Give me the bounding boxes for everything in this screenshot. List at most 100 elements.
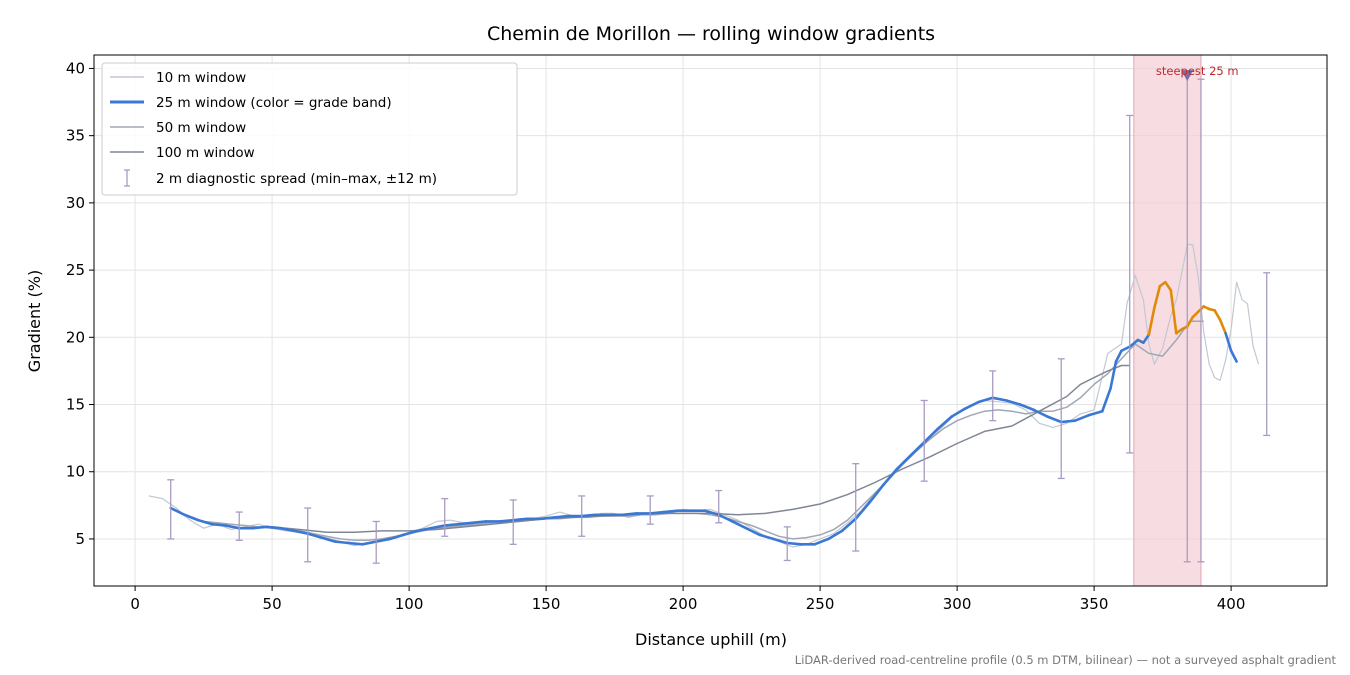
series-25m-segment (881, 467, 899, 487)
series-25m-segment (854, 501, 871, 521)
spread-bar (235, 511, 243, 541)
series-25m-segment (1164, 280, 1173, 292)
series-25m-segment (402, 529, 419, 537)
series-25m-segment (361, 540, 378, 546)
legend-label-10m: 10 m window (156, 70, 246, 86)
spread-bar (441, 497, 449, 537)
series-25m-segment (1120, 345, 1132, 353)
series-25m-segment (703, 509, 721, 517)
series-25m-segment (1153, 284, 1162, 310)
series-25m-segment (1101, 387, 1112, 413)
series-25m-segment (580, 513, 597, 518)
series-25m-segment (1224, 331, 1233, 353)
spread-bar (578, 495, 586, 537)
legend-box (101, 62, 518, 196)
series-25m-segment (744, 526, 762, 537)
series-25m-segment (1005, 399, 1022, 406)
series-25m-segment (813, 537, 830, 546)
legend-label-25m: 25 m window (color = grade band) (156, 95, 392, 111)
y-tick-label: 10 (66, 463, 85, 481)
series-25m-segment (909, 440, 926, 457)
spread-bar (920, 399, 928, 482)
x-tick-label: 100 (395, 595, 424, 613)
x-tick-label: 350 (1080, 595, 1109, 613)
series-25m-segment (553, 514, 570, 519)
series-25m-segment (964, 400, 981, 410)
series-25m-segment (333, 540, 351, 545)
y-tick-label: 5 (75, 530, 85, 548)
y-tick-label: 35 (66, 127, 85, 145)
series-25m-segment (429, 524, 447, 530)
series-25m-segment (416, 526, 433, 533)
spread-bar (509, 499, 517, 545)
series-25m-segment (443, 522, 460, 527)
series-25m-segment (374, 537, 392, 543)
series-25m-segment (1169, 288, 1178, 335)
series-25m-segment (922, 427, 940, 444)
spread-bar (372, 520, 380, 564)
spread-bar (646, 495, 654, 525)
x-tick-label: 300 (943, 595, 972, 613)
series-25m-segment (717, 513, 734, 523)
spread-bar (852, 463, 860, 552)
series-25m-segment (758, 533, 775, 541)
series-25m-segment (662, 509, 679, 514)
series-25m-segment (1032, 408, 1049, 418)
y-tick-label: 30 (66, 194, 85, 212)
series-25m-segment (868, 483, 885, 504)
y-axis-ticks: 5 10 15 20 25 30 35 40 (66, 59, 94, 548)
y-axis-title: Gradient (%) (25, 270, 44, 372)
x-tick-label: 200 (669, 595, 698, 613)
chart-title: Chemin de Morillon — rolling window grad… (487, 23, 935, 45)
series-25m-segment (320, 536, 337, 543)
x-tick-label: 50 (263, 595, 282, 613)
series-25m-segment (1147, 306, 1156, 336)
spread-bar (1263, 272, 1271, 437)
spread-bar (1197, 78, 1205, 563)
legend-label-spread: 2 m diagnostic spread (min–max, ±12 m) (156, 171, 437, 187)
series-25m-segment (648, 510, 666, 515)
series-25m-segment (621, 512, 638, 517)
legend-swatch-spread (124, 169, 130, 187)
y-tick-label: 40 (66, 59, 85, 77)
series-25m-segment (196, 518, 214, 526)
series-25m-segment (1087, 409, 1104, 417)
series-25m-segment (1059, 419, 1077, 424)
spread-bar (989, 370, 997, 422)
series-25m-segment (1218, 318, 1227, 335)
x-tick-label: 0 (130, 595, 140, 613)
steepest-marker-triangle (1181, 70, 1194, 82)
series-25m-segment (1142, 333, 1151, 344)
spread-bar (304, 507, 312, 563)
y-tick-label: 25 (66, 261, 85, 279)
spread-bar (715, 489, 723, 524)
series-25m-segment (1128, 338, 1140, 349)
series-25m-segment (183, 513, 200, 522)
plot-frame (93, 54, 1328, 587)
x-tick-label: 250 (806, 595, 835, 613)
series-25m-segment (1213, 309, 1222, 322)
spread-bar (1057, 358, 1065, 480)
series-25m-segment (388, 533, 405, 541)
series-25m-segment (1229, 349, 1238, 363)
series-25m-segment (731, 520, 748, 530)
series-25m-segment (169, 506, 186, 517)
x-axis-ticks: 0 50 100 150 200 250 300 350 400 (130, 586, 1245, 613)
series-25m-segment (511, 517, 529, 522)
x-tick-label: 400 (1217, 595, 1246, 613)
spread-bar (167, 479, 175, 540)
series-25m-segment (1109, 360, 1118, 390)
series-25m-segment (347, 541, 364, 546)
series-25m-segment (498, 518, 515, 523)
series-25m-segment (292, 529, 310, 535)
series-25m-segment (210, 522, 227, 527)
series-25m-segment (279, 526, 296, 533)
series-25m-segment (991, 396, 1008, 402)
series-25m-segment (895, 454, 912, 471)
legend: 10 m window 25 m window (color = grade b… (101, 62, 518, 196)
series-25m-segment (950, 407, 967, 418)
diagnostic-spread-bars (167, 74, 1271, 564)
series-25m-segment (772, 537, 789, 545)
spread-bar (1126, 114, 1134, 454)
series-25m-segment (251, 525, 268, 530)
